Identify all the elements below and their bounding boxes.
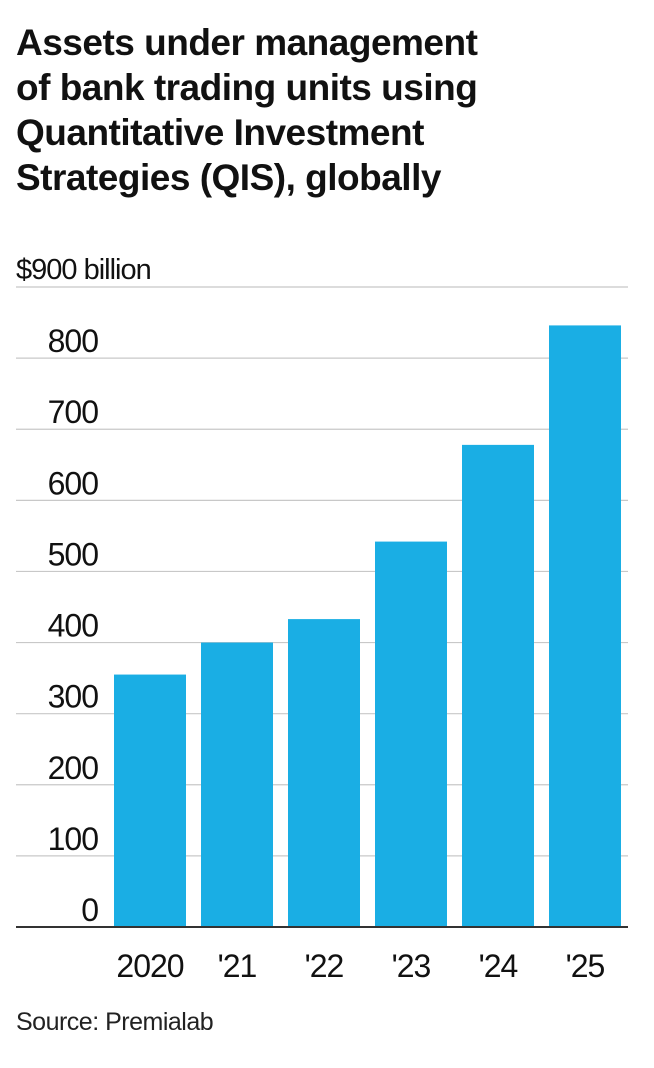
bars [114, 325, 621, 927]
x-tick-label: 2020 [116, 948, 183, 984]
chart-title: Assets under management of bank trading … [16, 20, 636, 200]
bar-5 [549, 325, 621, 927]
x-tick-label: '22 [305, 948, 344, 984]
bar-3 [375, 542, 447, 927]
x-tick-label: '21 [218, 948, 257, 984]
x-tick-label: '23 [392, 948, 431, 984]
source-note: Source: Premialab [16, 1008, 213, 1037]
bar-1 [201, 643, 273, 927]
title-line-3: Quantitative Investment [16, 110, 636, 155]
unit-label: $900 billion [16, 254, 151, 286]
x-tick-label: '24 [479, 948, 518, 984]
y-tick-label: 400 [48, 608, 99, 644]
title-line-2: of bank trading units using [16, 65, 636, 110]
x-tick-label: '25 [566, 948, 605, 984]
bar-0 [114, 675, 186, 927]
y-tick-label: 800 [48, 323, 99, 359]
y-axis-ticks: 0 100 200 300 400 500 600 700 800 [48, 323, 99, 928]
bar-chart: 0 100 200 300 400 500 600 700 800 2020 '21 '22 '23 '… [0, 240, 654, 1000]
y-tick-label: 100 [48, 821, 99, 857]
title-line-4: Strategies (QIS), globally [16, 155, 636, 200]
bar-2 [288, 619, 360, 927]
y-tick-label: 200 [48, 750, 99, 786]
y-tick-label: 500 [48, 536, 99, 572]
y-tick-label: 0 [81, 892, 98, 928]
y-tick-label: 600 [48, 465, 99, 501]
bar-4 [462, 445, 534, 927]
y-tick-label: 700 [48, 394, 99, 430]
x-axis-labels: 2020 '21 '22 '23 '24 '25 [116, 948, 604, 984]
y-tick-label: 300 [48, 679, 99, 715]
title-line-1: Assets under management [16, 20, 636, 65]
